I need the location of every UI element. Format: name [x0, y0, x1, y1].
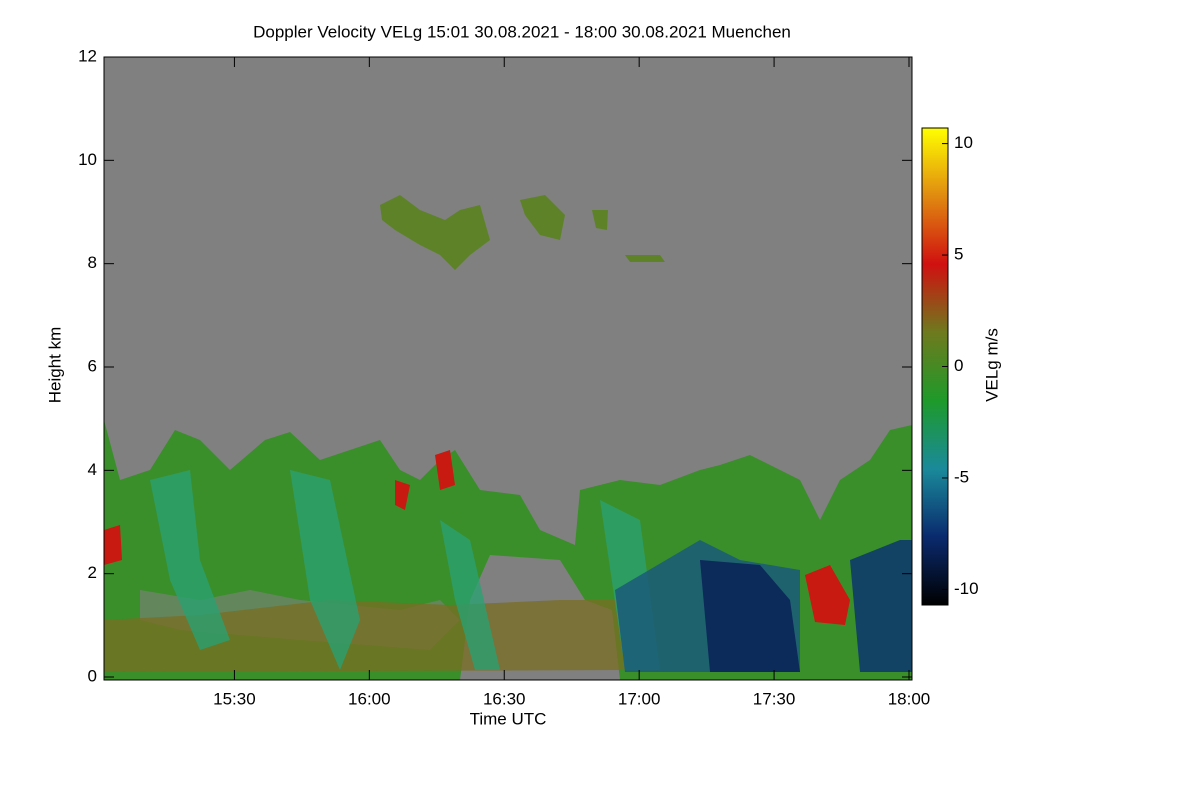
echo-strong: [850, 540, 912, 672]
chart-title: Doppler Velocity VELg 15:01 30.08.2021 -…: [253, 22, 791, 41]
echo-cirrus: [380, 195, 665, 270]
echo-field: [104, 195, 912, 680]
x-tick-label: 17:00: [618, 689, 661, 708]
x-axis-label: Time UTC: [470, 709, 547, 728]
y-tick-label: 0: [88, 666, 97, 685]
colorbar-tick-label: -5: [954, 467, 969, 486]
colorbar-tick-label: 10: [954, 133, 973, 152]
colorbar-tick-label: 5: [954, 245, 963, 264]
colorbar-tick-label: -10: [954, 579, 979, 598]
y-axis-label: Height km: [45, 327, 64, 404]
y-tick-label: 6: [88, 356, 97, 375]
y-tick-label: 10: [78, 150, 97, 169]
plot-frame: [103, 56, 913, 681]
colorbar-label: VELg m/s: [982, 328, 1001, 402]
x-tick-label: 17:30: [753, 689, 796, 708]
y-tick-label: 4: [88, 460, 97, 479]
y-tick-label: 12: [78, 46, 97, 65]
x-tick-label: 18:00: [888, 689, 931, 708]
y-tick-label: 2: [88, 563, 97, 582]
y-tick-label: 8: [88, 253, 97, 272]
x-tick-label: 15:30: [213, 689, 256, 708]
x-tick-label: 16:30: [483, 689, 526, 708]
echo-strong: [700, 560, 800, 672]
colorbar-tick-label: 0: [954, 356, 963, 375]
x-tick-label: 16:00: [348, 689, 391, 708]
